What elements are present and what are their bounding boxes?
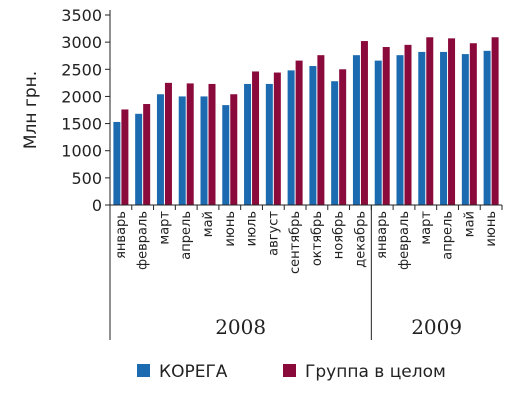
bar-group-total xyxy=(360,41,368,205)
x-tick-label: май xyxy=(462,211,477,237)
x-tick-label: июнь xyxy=(484,211,499,247)
year-group-label: 2009 xyxy=(411,315,462,339)
bar-korega xyxy=(440,51,448,205)
bar-korega xyxy=(222,105,230,205)
x-tick-label: февраль xyxy=(136,211,151,270)
bar-korega xyxy=(135,113,143,205)
x-tick-label: март xyxy=(157,211,172,245)
bar-korega xyxy=(374,60,382,205)
y-tick-label: 0 xyxy=(92,196,102,215)
bar-group-total xyxy=(404,44,412,205)
bar-group-total xyxy=(143,104,151,205)
legend-label-korega: КОРЕГА xyxy=(159,362,228,382)
bar-korega xyxy=(178,96,186,205)
x-tick-label: март xyxy=(419,211,434,245)
bar-group-total xyxy=(164,82,172,205)
x-tick-label: апрель xyxy=(179,211,194,260)
x-tick-label: июнь xyxy=(223,211,238,247)
x-tick-label: май xyxy=(201,211,216,237)
x-tick-label: апрель xyxy=(441,211,456,260)
bar-group-total xyxy=(469,43,477,205)
y-tick-label: 2000 xyxy=(61,87,102,106)
y-tick-label: 1000 xyxy=(61,142,102,161)
y-tick-label: 500 xyxy=(71,169,102,188)
year-group-label: 2008 xyxy=(215,315,266,339)
bar-korega xyxy=(483,50,491,206)
y-tick-label: 3000 xyxy=(61,33,102,52)
bar-korega xyxy=(461,54,469,206)
bar-group-total xyxy=(230,94,238,205)
x-tick-label: октябрь xyxy=(310,211,325,266)
x-tick-label: январь xyxy=(114,211,129,259)
bar-korega xyxy=(352,55,360,205)
legend-swatch-korega xyxy=(137,364,150,377)
bar-group-total xyxy=(448,38,456,205)
bar-group-total xyxy=(208,83,216,205)
x-tick-label: ноябрь xyxy=(332,211,347,259)
bar-korega xyxy=(265,83,273,205)
bar-group-total xyxy=(273,72,281,206)
bar-korega xyxy=(331,81,339,205)
x-tick-label: июль xyxy=(245,211,260,246)
bar-group-total xyxy=(252,71,260,205)
bar-group-total xyxy=(339,69,347,206)
legend-label-group-total: Группа в целом xyxy=(305,362,446,382)
bar-korega xyxy=(156,94,164,205)
x-tick-label: февраль xyxy=(397,211,412,270)
x-tick-label: сентябрь xyxy=(288,211,303,274)
bar-group-total xyxy=(491,37,499,205)
x-tick-label: август xyxy=(266,211,281,256)
bar-group-total xyxy=(121,109,129,205)
y-tick-label: 3500 xyxy=(61,6,102,25)
bar-korega xyxy=(396,55,404,205)
bar-group-total xyxy=(295,60,303,205)
bar-korega xyxy=(244,83,252,205)
bar-group-total xyxy=(186,83,194,205)
bar-korega xyxy=(418,51,426,205)
x-tick-label: январь xyxy=(375,211,390,259)
bar-korega xyxy=(113,121,121,205)
bar-korega xyxy=(200,96,208,205)
bar-group-total xyxy=(382,47,390,206)
y-tick-label: 2500 xyxy=(61,60,102,79)
y-tick-label: 1500 xyxy=(61,115,102,134)
bar-group-total xyxy=(317,55,325,205)
legend-swatch-group-total xyxy=(283,364,296,377)
x-tick-label: декабрь xyxy=(353,211,368,268)
bar-korega xyxy=(287,70,295,205)
bar-group-total xyxy=(426,37,434,205)
bar-korega xyxy=(309,66,317,206)
y-axis-title: Млн грн. xyxy=(21,71,41,149)
